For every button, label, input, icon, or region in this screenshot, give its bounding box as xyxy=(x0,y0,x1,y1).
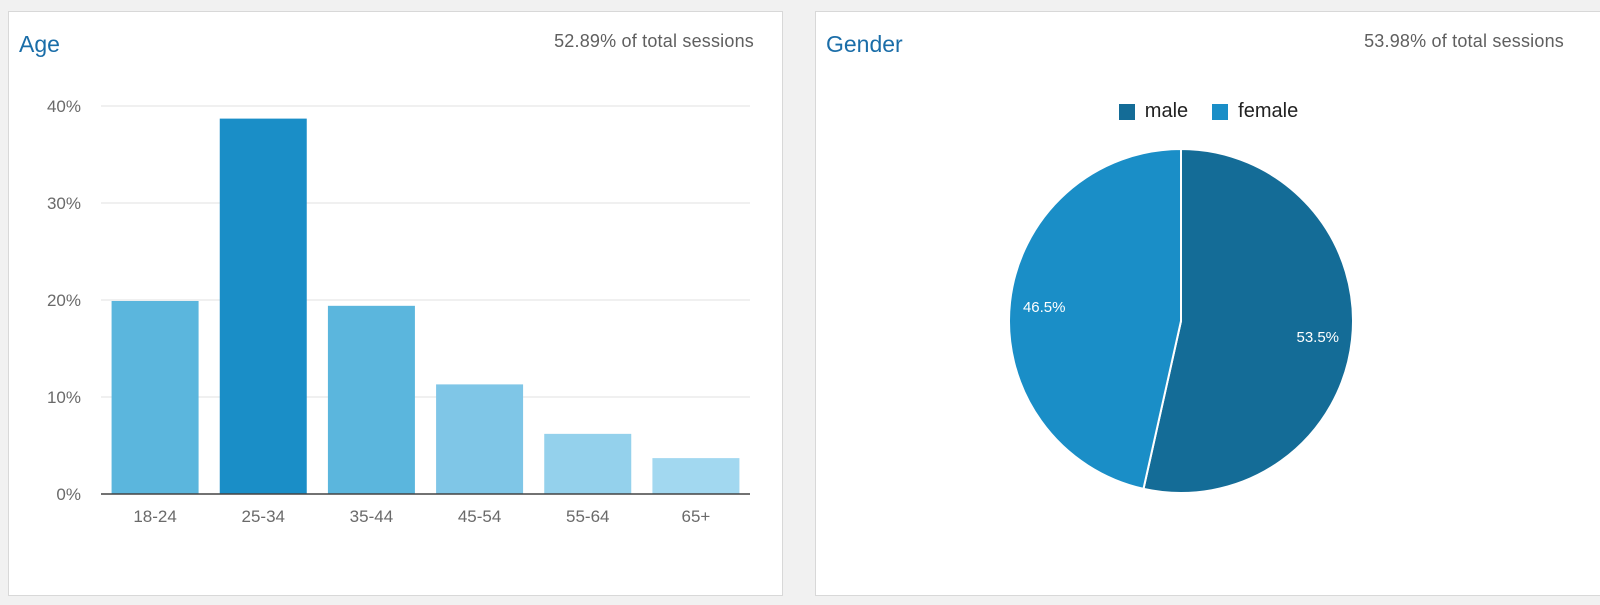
legend-swatch xyxy=(1118,103,1135,120)
gender-title: Gender xyxy=(826,31,903,57)
gender-pie-chart: 53.5% 46.5% xyxy=(1008,147,1354,494)
age-title: Age xyxy=(19,31,60,57)
bar-25-34[interactable] xyxy=(219,118,307,495)
gender-card: Gender 53.98% of total sessions male fema… xyxy=(815,11,1600,596)
y-tick-label: 30% xyxy=(47,194,81,213)
legend-item-female[interactable]: female xyxy=(1212,100,1298,123)
pie-value-label: 46.5% xyxy=(1023,299,1066,316)
legend-item-male[interactable]: male xyxy=(1118,100,1189,123)
x-tick-label: 25-34 xyxy=(242,507,285,526)
pie-value-label: 53.5% xyxy=(1296,329,1339,346)
x-tick-label: 65+ xyxy=(681,507,710,526)
legend-label: male xyxy=(1144,100,1189,122)
gender-sessions-share: 53.98% of total sessions xyxy=(1364,31,1564,51)
bar-45-54[interactable] xyxy=(436,384,524,494)
x-tick-label: 55-64 xyxy=(566,507,609,526)
gender-legend: male female xyxy=(816,100,1600,123)
y-tick-label: 0% xyxy=(56,485,81,504)
age-card: Age 52.89% of total sessions 0% 10% 20% 30%… xyxy=(8,11,783,596)
bar-35-44[interactable] xyxy=(327,305,415,494)
age-sessions-share: 52.89% of total sessions xyxy=(554,31,754,51)
bar-65+[interactable] xyxy=(652,458,740,494)
legend-label: female xyxy=(1238,100,1299,122)
x-tick-label: 18-24 xyxy=(133,507,176,526)
pie-slice-female[interactable] xyxy=(1008,147,1182,491)
bar-55-64[interactable] xyxy=(544,433,632,494)
legend-swatch xyxy=(1212,103,1229,120)
age-bar-chart: 0% 10% 20% 30% 40% 18-24 25-34 35-44 45-54 55-64 6… xyxy=(47,97,750,526)
x-tick-label: 45-54 xyxy=(458,507,501,526)
y-tick-label: 40% xyxy=(47,97,81,116)
y-tick-label: 10% xyxy=(47,388,81,407)
x-tick-label: 35-44 xyxy=(350,507,393,526)
bar-18-24[interactable] xyxy=(111,300,199,494)
y-tick-label: 20% xyxy=(47,291,81,310)
pie-slice-male[interactable] xyxy=(1142,147,1354,494)
